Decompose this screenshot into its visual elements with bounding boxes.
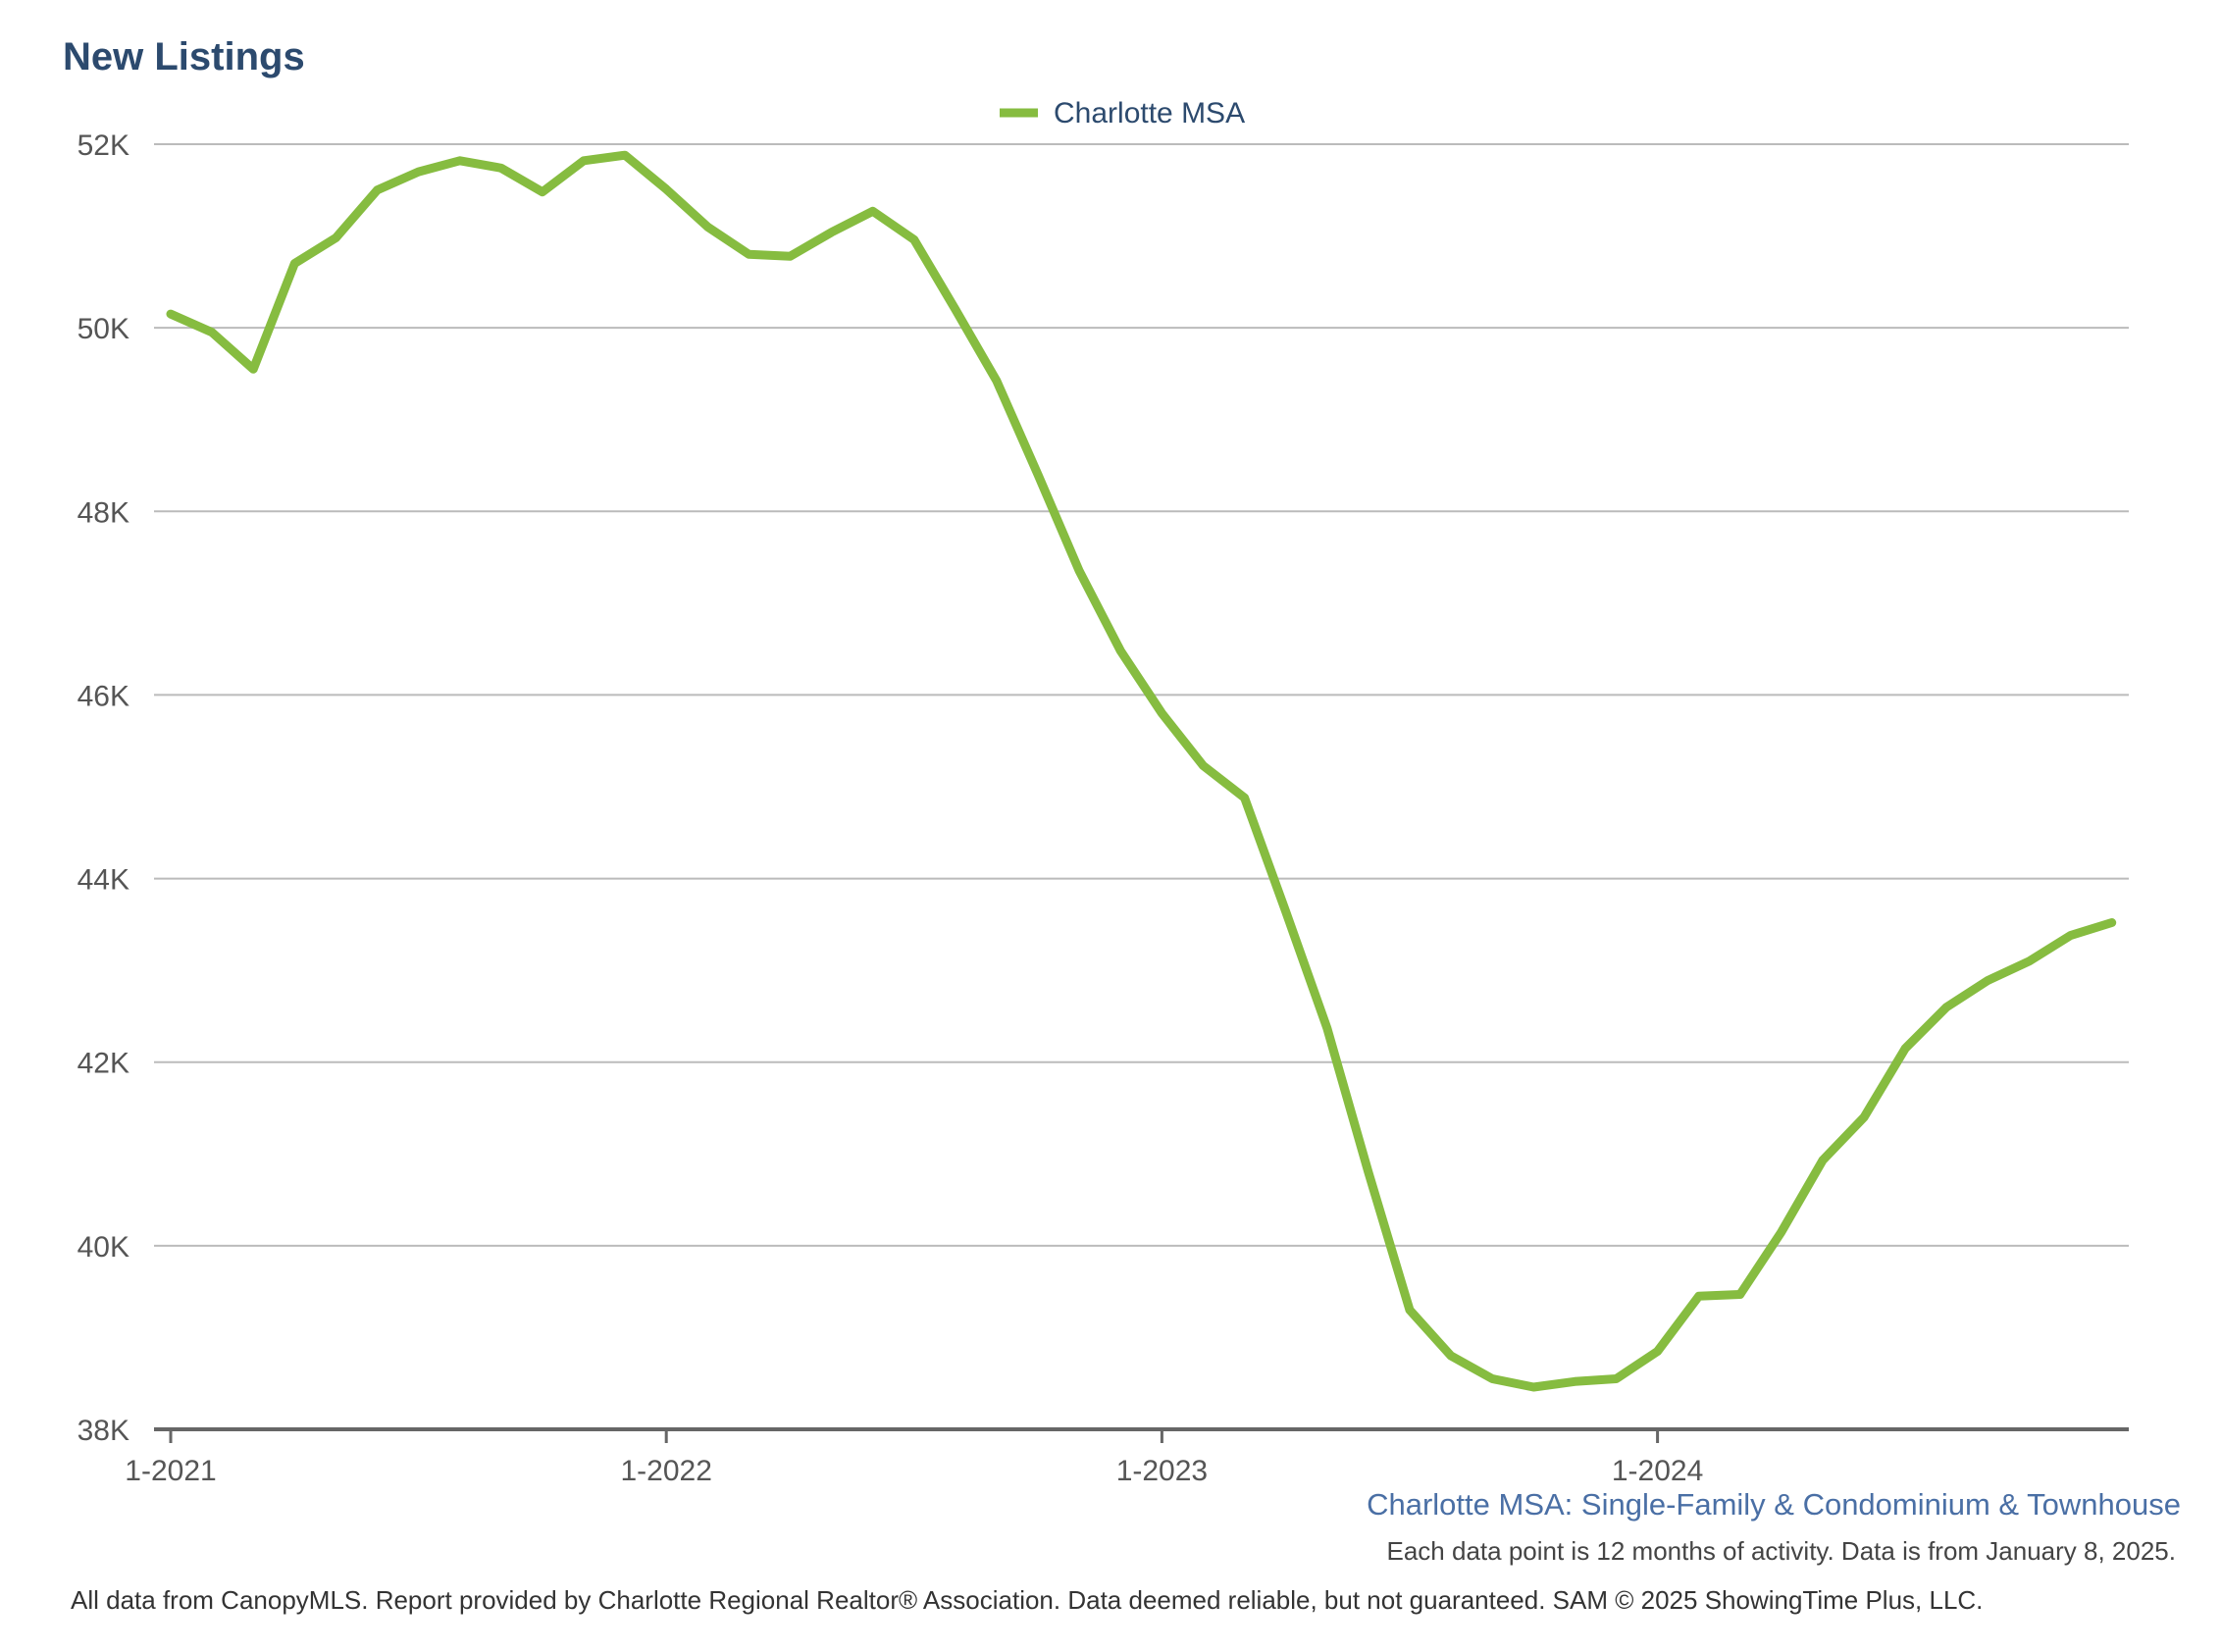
y-tick-label: 48K [77, 496, 129, 529]
chart-subtitle: Charlotte MSA: Single-Family & Condomini… [1367, 1487, 2181, 1522]
footer-disclaimer: All data from CanopyMLS. Report provided… [71, 1585, 1984, 1615]
y-tick-label: 42K [77, 1048, 129, 1080]
x-axis-ticks: 1-2021 1-2022 1-2023 1-2024 [125, 1429, 1703, 1487]
x-tick-label: 1-2023 [1116, 1455, 1208, 1487]
legend: Charlotte MSA [1000, 97, 1245, 129]
y-tick-label: 38K [77, 1415, 129, 1447]
y-tick-label: 44K [77, 864, 129, 897]
y-axis-ticks: 38K 40K 42K 44K 46K 48K 50K 52K [77, 129, 129, 1447]
y-tick-label: 40K [77, 1231, 129, 1264]
y-tick-label: 50K [77, 313, 129, 345]
chart-title: New Listings [63, 35, 305, 78]
series-line [166, 150, 2117, 1392]
data-note: Each data point is 12 months of activity… [1386, 1536, 2177, 1566]
x-tick-label: 1-2024 [1612, 1455, 1703, 1487]
y-tick-label: 52K [77, 129, 129, 162]
gridlines [154, 143, 2129, 1247]
y-tick-label: 46K [77, 680, 129, 712]
x-tick-label: 1-2022 [620, 1455, 711, 1487]
legend-label: Charlotte MSA [1054, 97, 1245, 129]
x-tick-label: 1-2021 [125, 1455, 216, 1487]
series-layer [166, 150, 2117, 1392]
